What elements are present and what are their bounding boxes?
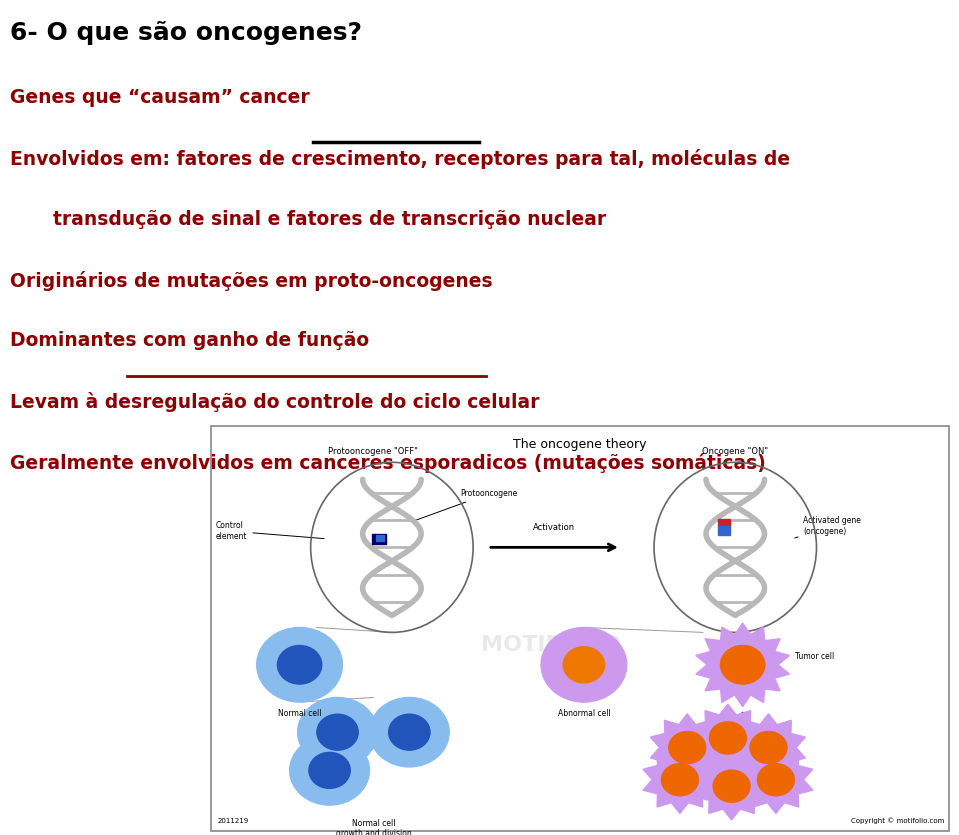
Text: 2011219: 2011219: [218, 818, 249, 824]
Circle shape: [257, 627, 342, 702]
Text: Activated gene
(oncogene): Activated gene (oncogene): [795, 516, 861, 538]
Circle shape: [710, 721, 746, 754]
Polygon shape: [643, 746, 716, 813]
Circle shape: [662, 764, 698, 796]
Circle shape: [316, 714, 359, 750]
Circle shape: [297, 697, 378, 767]
Text: MOTIFOLIO: MOTIFOLIO: [480, 635, 620, 655]
Polygon shape: [732, 714, 806, 782]
Text: Activation: Activation: [533, 524, 575, 533]
Circle shape: [668, 731, 706, 764]
Text: Oncogene "ON": Oncogene "ON": [702, 447, 768, 456]
Text: Abnormal cell: Abnormal cell: [557, 709, 610, 718]
Polygon shape: [691, 704, 764, 772]
Text: transdução de sinal e fatores de transcrição nuclear: transdução de sinal e fatores de transcr…: [53, 210, 606, 229]
Text: The oncogene theory: The oncogene theory: [513, 438, 647, 452]
Circle shape: [309, 752, 350, 788]
Text: Geralmente envolvidos em canceres esporadicos (mutações somáticas): Geralmente envolvidos em canceres espora…: [10, 453, 765, 473]
Text: 6- O que são oncogenes?: 6- O que são oncogenes?: [10, 21, 362, 45]
Circle shape: [290, 736, 369, 805]
FancyBboxPatch shape: [211, 426, 949, 831]
Text: Normal cell
growth and division: Normal cell growth and division: [336, 819, 411, 835]
Text: Tumor cell: Tumor cell: [795, 652, 834, 661]
Circle shape: [713, 770, 750, 802]
Bar: [372, 534, 386, 544]
Text: Envolvidos em: fatores de crescimento, receptores para tal, moléculas de: Envolvidos em: fatores de crescimento, r…: [10, 149, 789, 169]
Text: Genes que “causam” cancer: Genes que “causam” cancer: [10, 88, 310, 107]
Text: Normal cell: Normal cell: [278, 709, 321, 718]
Circle shape: [541, 627, 627, 702]
Circle shape: [720, 645, 765, 684]
Polygon shape: [696, 623, 789, 706]
Text: Dominantes com ganho de função: Dominantes com ganho de função: [10, 331, 368, 351]
Polygon shape: [650, 714, 724, 782]
Circle shape: [758, 764, 794, 796]
Polygon shape: [739, 746, 812, 813]
Text: 6- O que são: 6- O que são: [0, 834, 1, 835]
Circle shape: [388, 714, 430, 750]
Text: Copyright © motifollo.com: Copyright © motifollo.com: [852, 817, 945, 824]
Bar: [376, 535, 384, 541]
Text: Levam à desregulação do controle do ciclo celular: Levam à desregulação do controle do cicl…: [10, 392, 539, 412]
Bar: [718, 519, 730, 527]
Text: Control
element: Control element: [216, 521, 324, 541]
Bar: [718, 526, 730, 534]
Circle shape: [369, 697, 449, 767]
Circle shape: [563, 647, 604, 683]
Polygon shape: [694, 752, 768, 820]
Text: Originários de mutações em proto-oncogenes: Originários de mutações em proto-oncogen…: [10, 271, 492, 291]
Text: Protooncogene: Protooncogene: [414, 489, 517, 521]
Circle shape: [750, 731, 787, 764]
Text: Protooncogene "OFF": Protooncogene "OFF": [328, 447, 418, 456]
Circle shape: [277, 645, 322, 684]
